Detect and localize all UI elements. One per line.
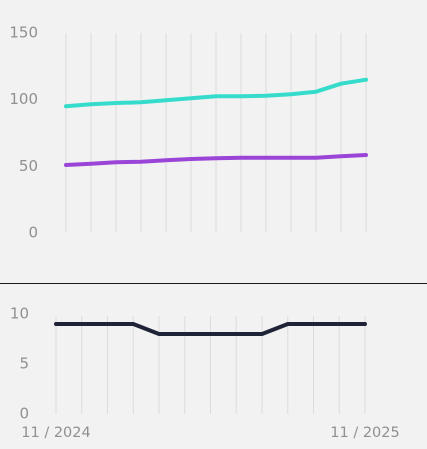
y-tick-label: 10	[10, 305, 29, 323]
y-tick-label: 0	[19, 405, 29, 423]
x-tick-label: 11 / 2024	[21, 425, 90, 441]
y-tick-label: 5	[19, 355, 29, 373]
y-tick-label: 50	[19, 157, 38, 175]
x-tick-label: 11 / 2025	[330, 425, 399, 441]
bottom-chart-panel: 0 5 10 11 / 2024 11 / 2025	[10, 305, 400, 442]
top-chart-panel: 0 50 100 150	[9, 24, 368, 242]
y-tick-label: 100	[9, 90, 38, 108]
y-tick-label: 0	[28, 224, 38, 242]
y-tick-label: 150	[9, 24, 38, 42]
